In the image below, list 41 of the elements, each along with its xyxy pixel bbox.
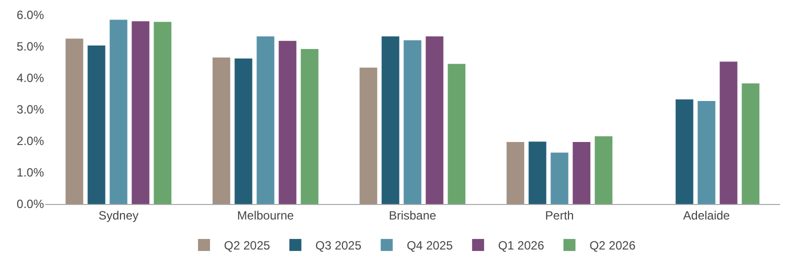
bar [132, 21, 150, 204]
bar [448, 64, 466, 204]
bar [528, 142, 546, 204]
x-tick-label: Adelaide [683, 208, 730, 222]
bar [212, 58, 230, 204]
bar [550, 152, 568, 204]
y-tick-label: 6.0% [16, 8, 44, 22]
bar [110, 20, 128, 204]
x-tick-label: Melbourne [237, 208, 294, 222]
legend-label: Q3 2025 [315, 238, 362, 253]
bar [426, 36, 444, 204]
bar [278, 40, 296, 204]
x-tick-label: Sydney [98, 208, 139, 222]
bar [742, 83, 760, 204]
bar [594, 136, 612, 204]
y-tick-label: 3.0% [16, 102, 44, 117]
bar [676, 99, 694, 204]
bar [698, 101, 716, 204]
y-tick-label: 1.0% [16, 166, 44, 180]
y-tick-label: 5.0% [16, 40, 44, 54]
bar [234, 58, 252, 204]
bar [382, 36, 400, 204]
legend-label: Q2 2026 [589, 238, 636, 253]
legend-label: Q2 2025 [224, 238, 270, 253]
bar [360, 68, 378, 204]
y-tick-label: 4.0% [16, 71, 44, 86]
x-tick-label: Brisbane [388, 208, 436, 222]
x-tick-label: Perth [545, 208, 574, 222]
legend-label: Q1 2026 [498, 238, 544, 253]
bar [720, 62, 738, 204]
bar [300, 49, 318, 204]
legend-label: Q4 2025 [406, 238, 454, 253]
bar [154, 22, 172, 204]
bar [506, 142, 524, 204]
y-tick-label: 2.0% [16, 134, 44, 148]
bar [256, 36, 274, 204]
y-tick-label: 0.0% [16, 197, 44, 212]
bar [404, 40, 422, 204]
bar [66, 38, 84, 204]
bar [572, 142, 590, 204]
bar [88, 46, 106, 204]
